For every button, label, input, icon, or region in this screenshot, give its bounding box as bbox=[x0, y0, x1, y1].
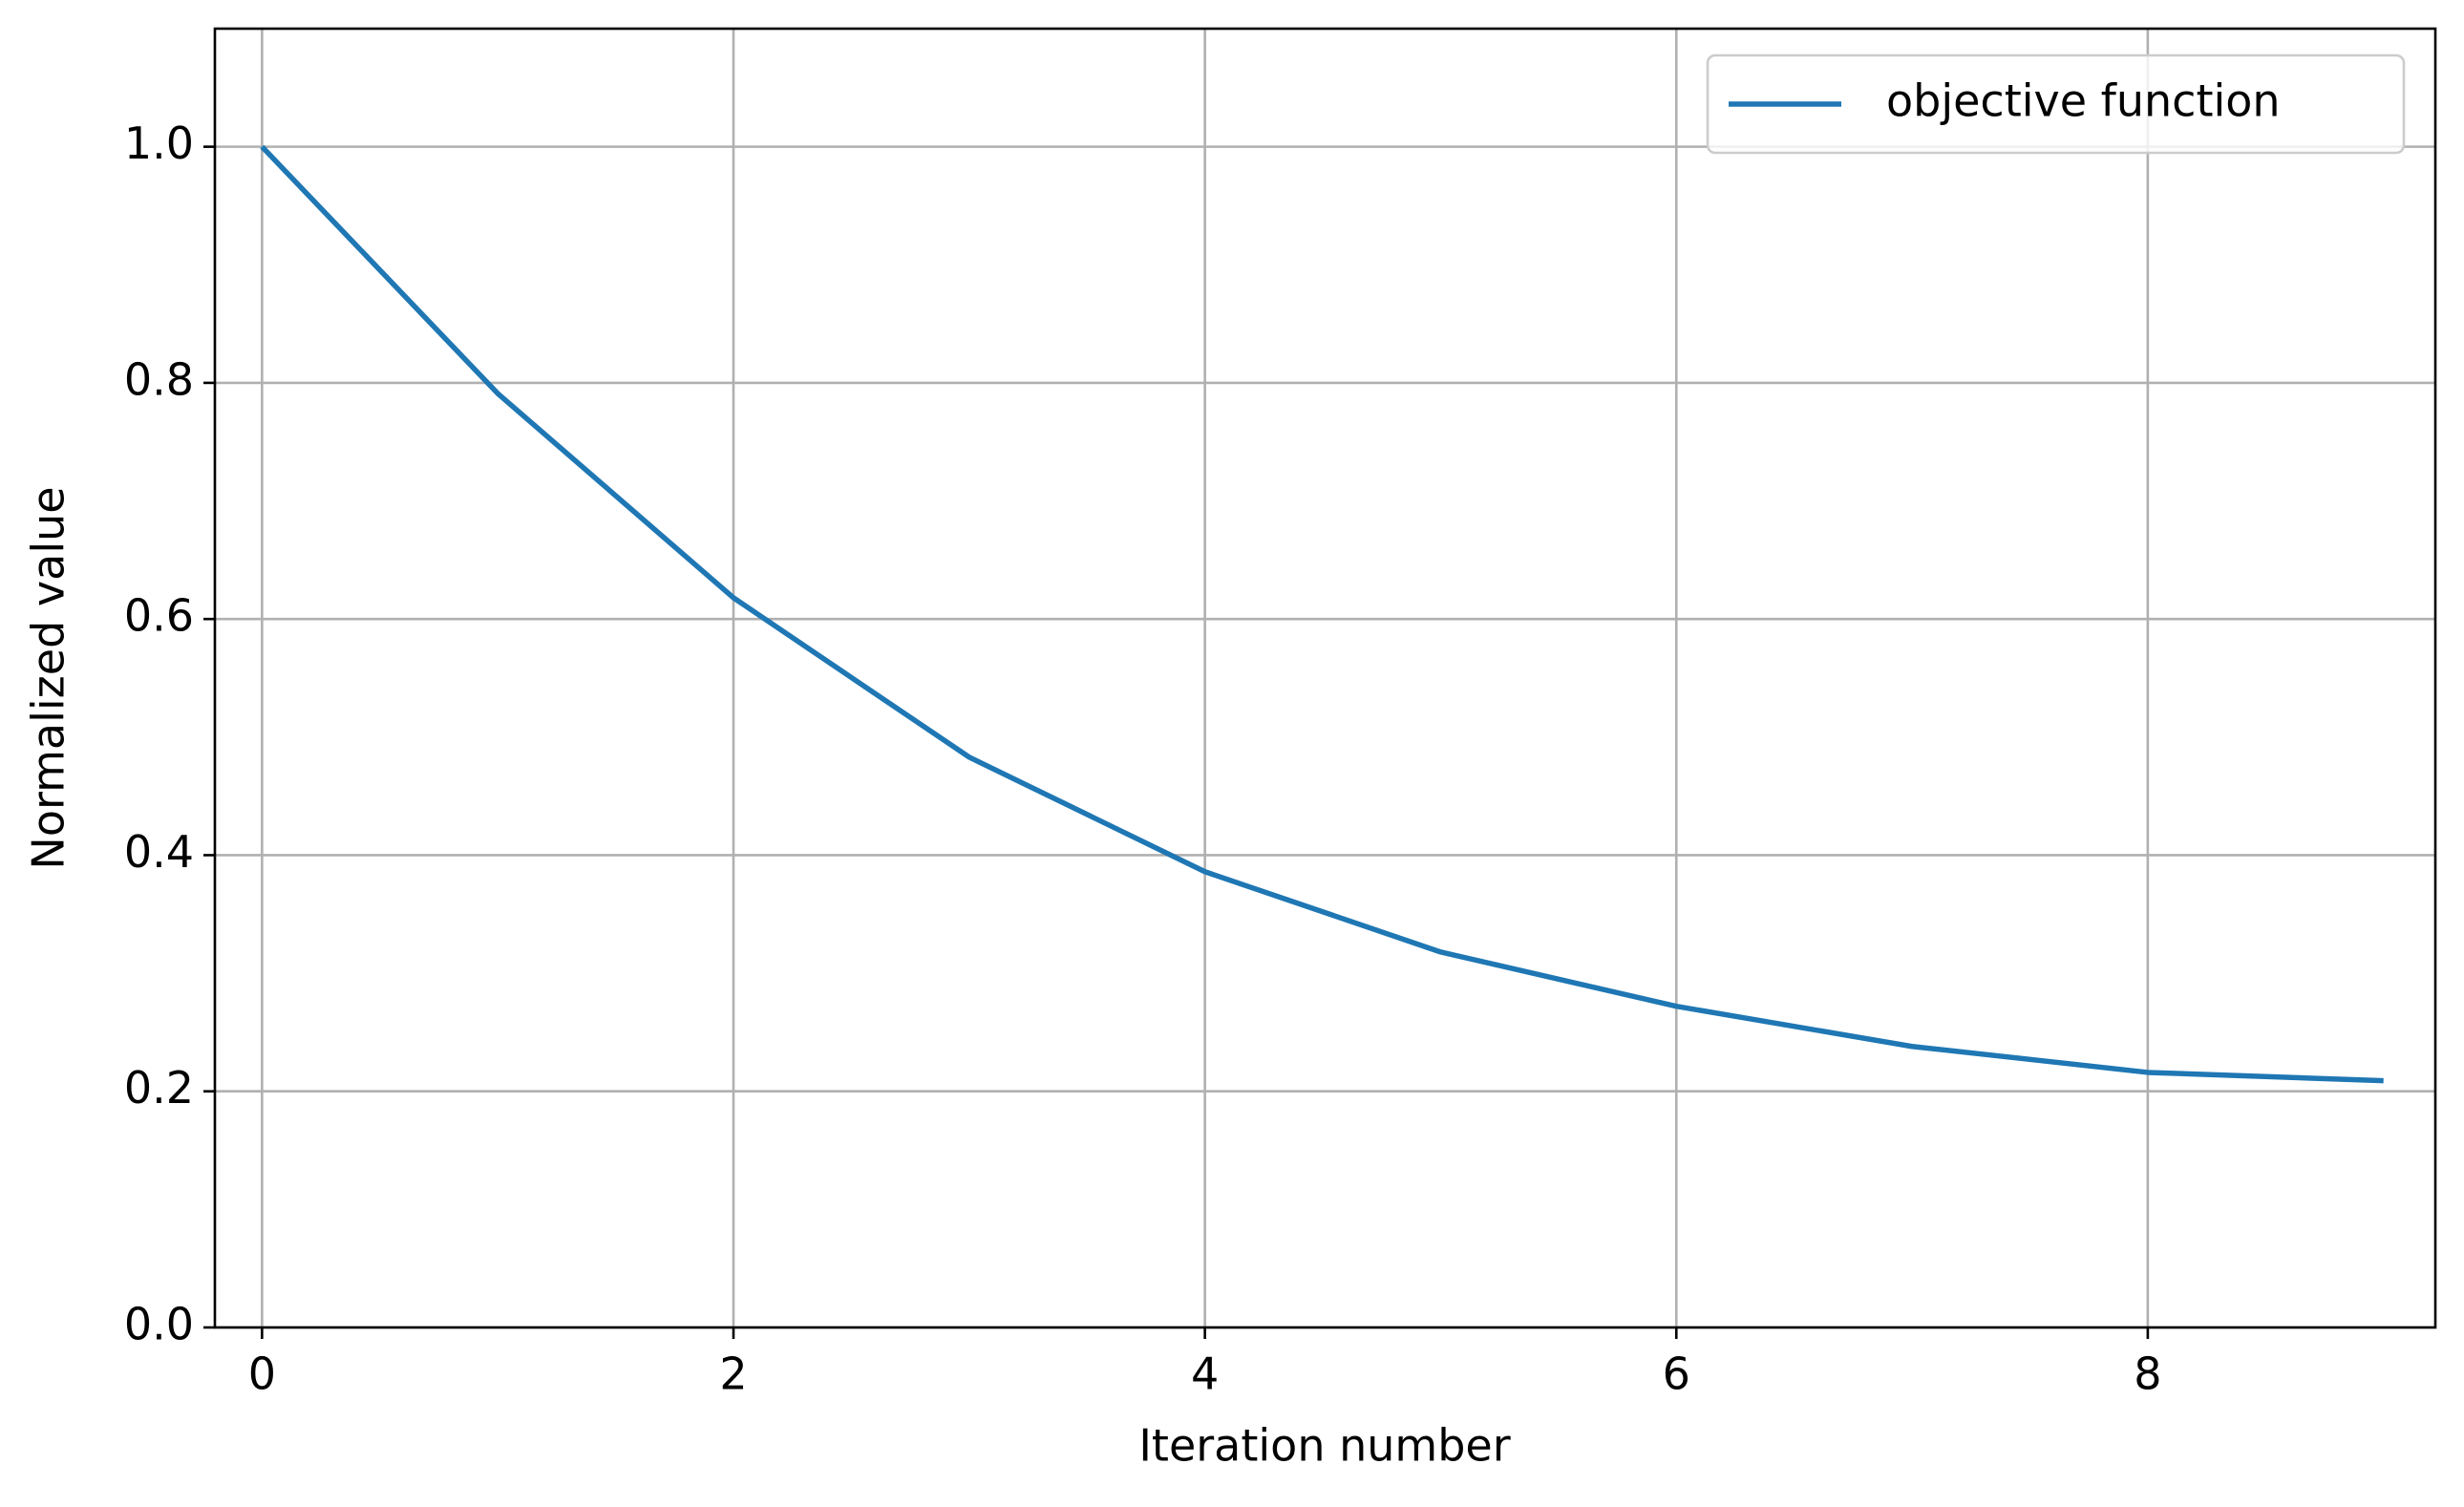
x-tick-label: 4 bbox=[1191, 1348, 1219, 1400]
x-axis-label: Iteration number bbox=[1138, 1420, 1510, 1472]
x-tick-label: 6 bbox=[1663, 1348, 1690, 1400]
y-tick-label: 1.0 bbox=[124, 117, 194, 169]
x-tick-label: 8 bbox=[2134, 1348, 2161, 1400]
y-tick-label: 0.6 bbox=[124, 590, 194, 642]
x-tick-label: 0 bbox=[248, 1348, 276, 1400]
y-tick-label: 0.0 bbox=[124, 1299, 194, 1350]
y-tick-label: 0.4 bbox=[124, 826, 194, 878]
legend-box bbox=[1706, 53, 2406, 155]
data-line bbox=[260, 144, 2384, 1084]
y-axis-label: Normalized value bbox=[23, 486, 74, 869]
y-tick-label: 0.2 bbox=[124, 1062, 194, 1114]
x-tick-label: 2 bbox=[719, 1348, 747, 1400]
legend-label: objective function bbox=[1886, 75, 2281, 127]
y-tick-label: 0.8 bbox=[124, 353, 194, 405]
plot-frame bbox=[213, 27, 2437, 1329]
